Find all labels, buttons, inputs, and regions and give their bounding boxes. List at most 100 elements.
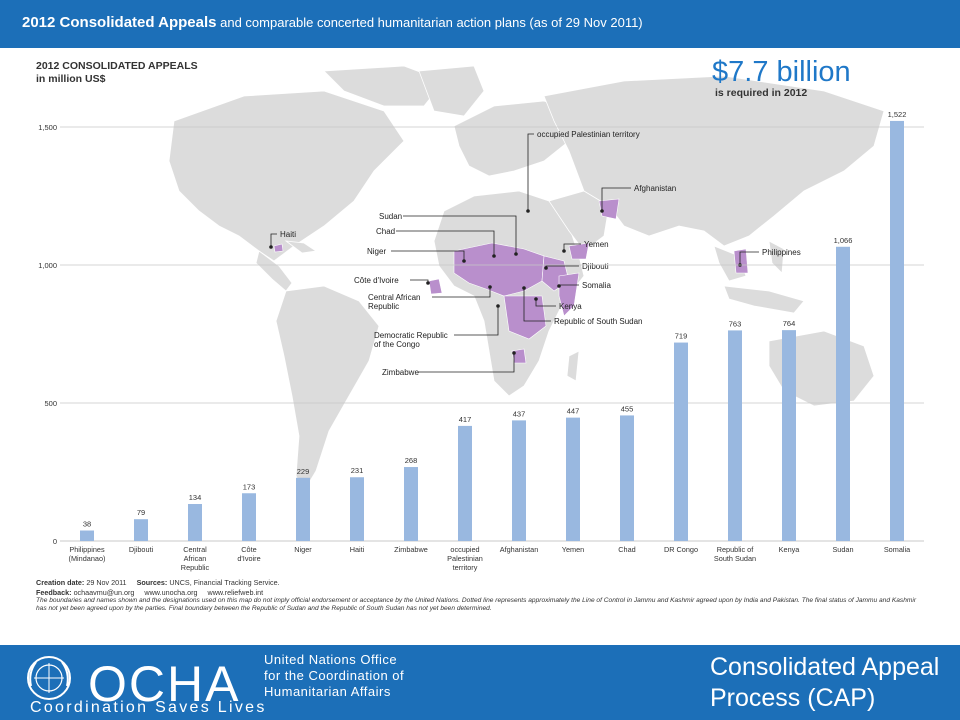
map-leader-line xyxy=(270,233,277,247)
un-emblem-icon xyxy=(27,656,71,700)
bar-value-label: 455 xyxy=(621,404,634,413)
map-leader-line xyxy=(739,251,759,265)
x-tick-label: Zimbabwe xyxy=(394,545,428,554)
map-leader-dot xyxy=(544,266,548,270)
map-country-label: Chad xyxy=(376,227,395,236)
bar-value-label: 229 xyxy=(297,467,310,476)
bar-value-label: 268 xyxy=(405,456,418,465)
x-tick-label: South Sudan xyxy=(714,554,756,563)
ocha-tagline: Coordination Saves Lives xyxy=(30,699,267,716)
feedback-label: Feedback: xyxy=(36,587,72,597)
map-leader-line xyxy=(523,288,551,322)
bar xyxy=(458,425,472,541)
map-leader-line xyxy=(403,215,517,254)
headline-note: is required in 2012 xyxy=(715,87,807,99)
sources-label: Sources: xyxy=(136,578,168,587)
creation-label: Creation date: xyxy=(36,578,85,587)
reliefweb-link[interactable]: www.reliefweb.int xyxy=(207,587,264,597)
footer-disclaimer: The boundaries and names shown and the d… xyxy=(36,597,917,613)
map-leader-dot xyxy=(600,209,604,213)
footer-feedback: Feedback: ochaavmu@un.org www.unocha.org… xyxy=(36,588,926,598)
map-leader-dot xyxy=(522,286,526,290)
cap-title-line2: Process (CAP) xyxy=(710,684,876,712)
map-country-label: Côte d'Ivoire xyxy=(354,276,399,285)
bar-value-label: 134 xyxy=(189,493,202,502)
chart-subtitle: in million US$ xyxy=(36,73,106,85)
footer-credits: Creation date: 29 Nov 2011 Sources: UNCS… xyxy=(36,578,926,588)
bar xyxy=(566,417,580,541)
map-leader-lines xyxy=(270,133,759,373)
bar-value-label: 38 xyxy=(83,520,91,529)
unocha-link[interactable]: www.unocha.org xyxy=(144,587,198,597)
map-leader-line xyxy=(535,299,556,307)
ocha-full-name: United Nations Office for the Coordinati… xyxy=(264,652,404,700)
x-tick-label: Kenya xyxy=(779,545,801,554)
x-tick-label: Sudan xyxy=(832,545,853,554)
x-tick-label: Republic xyxy=(181,563,210,572)
ocha-name-line1: United Nations Office xyxy=(264,652,398,667)
bar-value-label: 719 xyxy=(675,332,688,341)
chart-footer: Creation date: 29 Nov 2011 Sources: UNCS… xyxy=(36,578,926,613)
map-leader-dot xyxy=(269,245,273,249)
map-country-label: Djibouti xyxy=(582,262,609,271)
map-leader-line xyxy=(454,306,499,336)
x-tick-label: Chad xyxy=(618,545,635,554)
map-leader-dot xyxy=(488,285,492,289)
map-country-label: Republic xyxy=(368,302,399,311)
bar xyxy=(728,330,742,541)
map-country-label: Philippines xyxy=(762,248,801,257)
bar xyxy=(188,504,202,541)
cap-title-line1: Consolidated Appeal xyxy=(710,653,940,681)
feedback-email[interactable]: ochaavmu@un.org xyxy=(73,587,135,597)
bar-value-label: 79 xyxy=(137,508,145,517)
bar-value-label: 231 xyxy=(351,466,364,475)
map-leader-dot xyxy=(492,254,496,258)
map-leader-dot xyxy=(426,281,430,285)
bar xyxy=(512,420,526,541)
bar xyxy=(620,415,634,541)
ocha-name-line3: Humanitarian Affairs xyxy=(264,684,391,699)
x-tick-label: Republic of xyxy=(717,545,754,554)
x-tick-label: DR Congo xyxy=(664,545,698,554)
x-tick-label: occupied xyxy=(450,545,479,554)
bar xyxy=(674,342,688,541)
bar-value-label: 1,066 xyxy=(834,236,853,245)
map-leader-line xyxy=(410,279,429,283)
cap-title: Consolidated Appeal Process (CAP) xyxy=(710,652,939,714)
map-country-label: Republic of South Sudan xyxy=(554,317,643,326)
slide-title: 2012 Consolidated Appeals and comparable… xyxy=(22,14,643,31)
creation-value: 29 Nov 2011 xyxy=(86,578,127,587)
bar-value-label: 447 xyxy=(567,407,580,416)
map-country-label: Haiti xyxy=(280,230,296,239)
map-labels: occupied Palestinian territory Afghanista… xyxy=(280,130,801,377)
x-tick-label: Afghanistan xyxy=(500,545,539,554)
bar-value-label: 764 xyxy=(783,319,796,328)
bar xyxy=(404,467,418,541)
map-country-label: Central African xyxy=(368,293,420,302)
bar-value-label: 437 xyxy=(513,409,526,418)
map-country-label: Somalia xyxy=(582,281,611,290)
map-country-label: Democratic Republic xyxy=(374,331,448,340)
bar xyxy=(836,246,850,541)
y-tick-label: 1,000 xyxy=(38,261,57,270)
x-tick-label: Palestinian xyxy=(447,554,483,563)
x-tick-label: territory xyxy=(453,563,478,572)
y-tick-label: 500 xyxy=(44,399,57,408)
y-tick-label: 0 xyxy=(53,537,57,546)
map-leader-line xyxy=(391,250,465,261)
bar xyxy=(296,477,310,541)
bar-value-label: 1,522 xyxy=(888,110,907,119)
bar xyxy=(782,330,796,541)
map-leader-dots xyxy=(269,209,742,355)
bar xyxy=(80,530,94,541)
map-leader-dot xyxy=(514,252,518,256)
map-leader-dot xyxy=(496,304,500,308)
x-tick-label: Philippines xyxy=(69,545,105,554)
map-country-label: Yemen xyxy=(584,240,609,249)
map-leader-line xyxy=(432,287,491,298)
headline-amount: $7.7 billion xyxy=(712,56,851,88)
x-tick-label: Djibouti xyxy=(129,545,154,554)
x-tick-label: Somalia xyxy=(884,545,911,554)
x-axis-labels: Philippines(Mindanao) Djibouti CentralAfri… xyxy=(69,545,912,572)
x-tick-label: (Mindanao) xyxy=(69,554,106,563)
